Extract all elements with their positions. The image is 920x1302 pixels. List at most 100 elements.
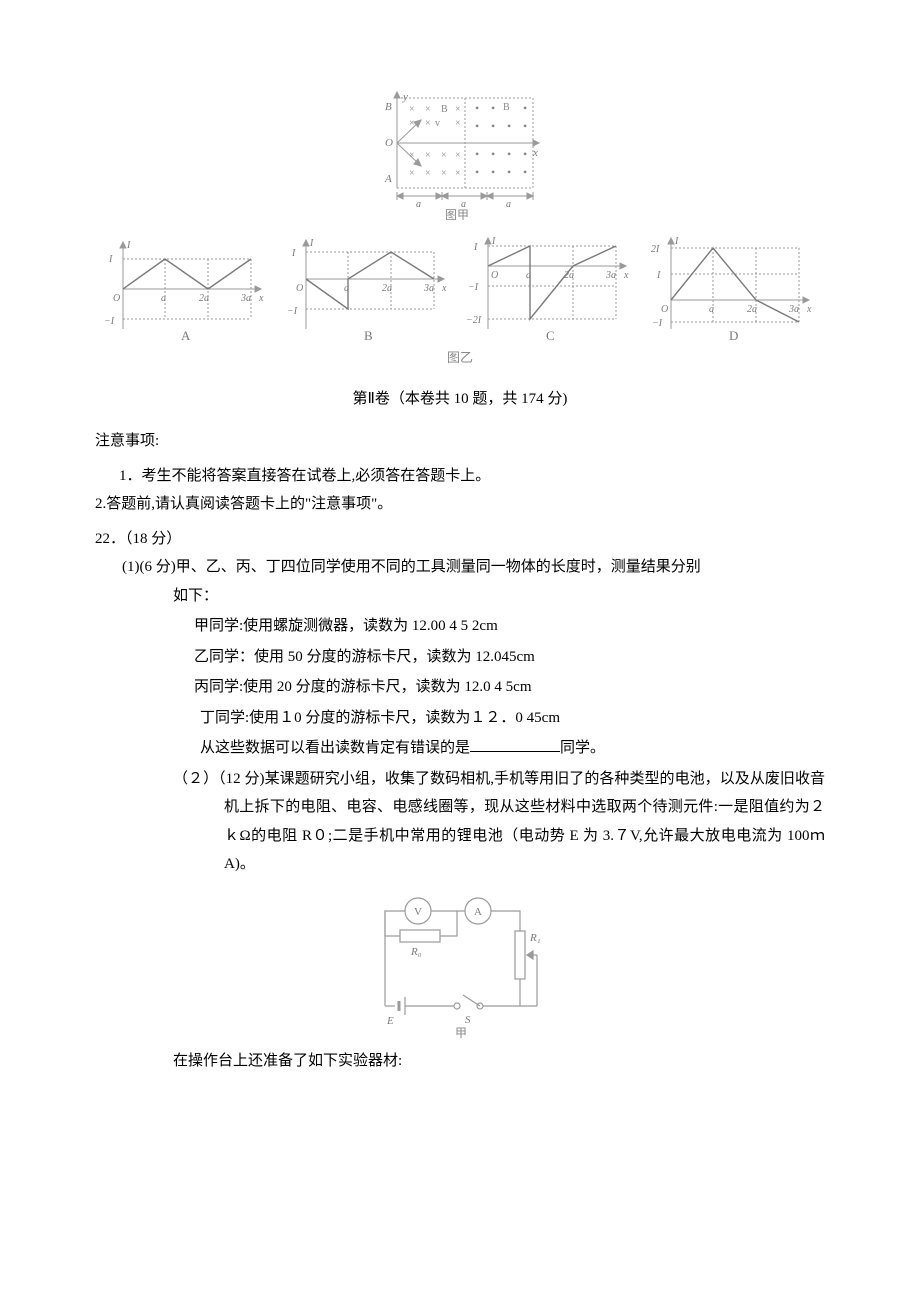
choice-letter: D <box>729 328 738 343</box>
q22-part1-line-jia: 甲同学:使用螺旋测微器，读数为 12.00 4 5 2cm <box>95 612 825 641</box>
svg-text:2a: 2a <box>382 283 392 294</box>
svg-text:−I: −I <box>652 318 663 329</box>
svg-text:•: • <box>475 119 479 133</box>
svg-text:×: × <box>455 118 461 129</box>
circuit-label-e: E <box>386 1015 394 1027</box>
notice-item-1: 1．考生不能将答案直接答在试卷上,必须答在答题卡上。 <box>95 462 825 491</box>
svg-text:x: x <box>258 293 264 304</box>
svg-text:3a: 3a <box>240 293 251 304</box>
svg-text:I: I <box>656 270 661 281</box>
svg-text:•: • <box>491 119 495 133</box>
svg-text:×: × <box>425 104 431 115</box>
svg-text:O: O <box>661 304 668 315</box>
svg-text:×: × <box>441 150 447 161</box>
svg-text:×: × <box>409 118 415 129</box>
notice-title: 注意事项: <box>95 427 825 456</box>
conclusion-prefix: 从这些数据可以看出读数肯定有错误的是 <box>200 740 470 756</box>
answer-blank[interactable] <box>470 737 560 752</box>
q22-part1-header: (1)(6 分)甲、乙、丙、丁四位同学使用不同的工具测量同一物体的长度时，测量结… <box>95 553 825 582</box>
svg-text:2a: 2a <box>199 293 209 304</box>
svg-text:×: × <box>455 168 461 179</box>
svg-text:B: B <box>441 104 448 115</box>
svg-text:x: x <box>623 270 629 281</box>
svg-text:×: × <box>425 150 431 161</box>
svg-text:a: a <box>344 283 349 294</box>
svg-text:a: a <box>526 270 531 281</box>
svg-text:a: a <box>709 304 714 315</box>
q22-part1-conclusion: 从这些数据可以看出读数肯定有错误的是 同学。 <box>95 734 825 763</box>
svg-text:B: B <box>503 102 510 113</box>
svg-text:•: • <box>523 119 527 133</box>
svg-text:2a: 2a <box>747 304 757 315</box>
svg-text:×: × <box>409 150 415 161</box>
svg-text:O: O <box>296 283 303 294</box>
svg-text:•: • <box>523 147 527 161</box>
choice-letter: B <box>364 328 373 343</box>
conclusion-suffix: 同学。 <box>560 740 605 756</box>
svg-text:•: • <box>507 119 511 133</box>
q22-part1-line-ding: 丁同学:使用１0 分度的游标卡尺，读数为１２．0 45cm <box>95 704 825 733</box>
svg-text:−2I: −2I <box>466 315 482 326</box>
notice-item-2: 2.答题前,请认真阅读答题卡上的"注意事项"。 <box>95 490 825 519</box>
figure-jia-caption: 图甲 <box>445 208 469 220</box>
svg-text:×: × <box>425 118 431 129</box>
svg-text:I: I <box>126 240 131 251</box>
svg-text:3a: 3a <box>788 304 799 315</box>
q22-part1-line-bing: 丙同学:使用 20 分度的游标卡尺，读数为 12.0 4 5cm <box>95 673 825 702</box>
svg-text:•: • <box>491 147 495 161</box>
svg-text:−I: −I <box>287 306 298 317</box>
section-2-header: 第Ⅱ卷（本卷共 10 题，共 174 分) <box>95 385 825 414</box>
figure-yi-row: I −I Oa 2a 3a x I A I −I Oa 2a 3a x I B <box>95 234 825 344</box>
svg-text:×: × <box>441 168 447 179</box>
svg-text:×: × <box>455 150 461 161</box>
svg-text:O: O <box>491 270 498 281</box>
svg-text:I: I <box>473 242 478 253</box>
svg-text:y: y <box>402 91 408 103</box>
choice-graph-b: I −I Oa 2a 3a x I B <box>284 234 454 344</box>
svg-text:A: A <box>384 173 392 185</box>
figure-jia: ××B× ××v× ×××× ×××× ••B• •••• •••• •••• … <box>375 90 545 220</box>
svg-text:•: • <box>475 101 479 115</box>
svg-text:×: × <box>425 168 431 179</box>
svg-text:I: I <box>309 238 314 249</box>
svg-text:2I: 2I <box>651 244 660 255</box>
svg-text:•: • <box>523 165 527 179</box>
svg-text:3a: 3a <box>423 283 434 294</box>
svg-text:x: x <box>441 283 447 294</box>
q22-part2-body: （２）（12 分)某课题研究小组，收集了数码相机,手机等用旧了的各种类型的电池，… <box>95 765 825 879</box>
q22-number: 22．（18 分） <box>95 525 825 554</box>
svg-text:x: x <box>806 304 812 315</box>
svg-text:•: • <box>475 147 479 161</box>
svg-text:×: × <box>409 104 415 115</box>
q22-part1-line-yi: 乙同学：使用 50 分度的游标卡尺，读数为 12.045cm <box>95 643 825 672</box>
circuit-label-r0: R₀ <box>410 946 422 958</box>
svg-text:•: • <box>491 101 495 115</box>
svg-text:×: × <box>455 104 461 115</box>
choice-graph-d: 2I I −I Oa 2a 3a x I D <box>649 234 819 344</box>
svg-text:a: a <box>416 199 421 210</box>
circuit-label-v: V <box>414 906 422 918</box>
circuit-label-r1: R₁ <box>529 932 541 944</box>
svg-text:−I: −I <box>468 282 479 293</box>
svg-text:3a: 3a <box>605 270 616 281</box>
svg-text:×: × <box>409 168 415 179</box>
svg-text:•: • <box>491 165 495 179</box>
q22-part1-header2: 如下： <box>95 582 825 611</box>
svg-text:I: I <box>108 254 113 265</box>
circuit-caption: 甲 <box>455 1026 467 1040</box>
circuit-label-a: A <box>474 906 482 918</box>
choice-graph-c: I−I−2I Oa2a3a xI C <box>466 234 636 344</box>
svg-text:•: • <box>475 165 479 179</box>
svg-text:a: a <box>161 293 166 304</box>
figure-yi-caption: 图乙 <box>95 346 825 371</box>
svg-text:I: I <box>291 248 296 259</box>
choice-letter: A <box>181 328 191 343</box>
circuit-label-s: S <box>465 1014 471 1026</box>
svg-text:O: O <box>113 293 120 304</box>
svg-text:v: v <box>435 118 440 129</box>
svg-text:•: • <box>507 165 511 179</box>
svg-text:2a: 2a <box>564 270 574 281</box>
svg-text:I: I <box>491 236 496 247</box>
svg-text:•: • <box>523 101 527 115</box>
svg-text:I: I <box>674 236 679 247</box>
